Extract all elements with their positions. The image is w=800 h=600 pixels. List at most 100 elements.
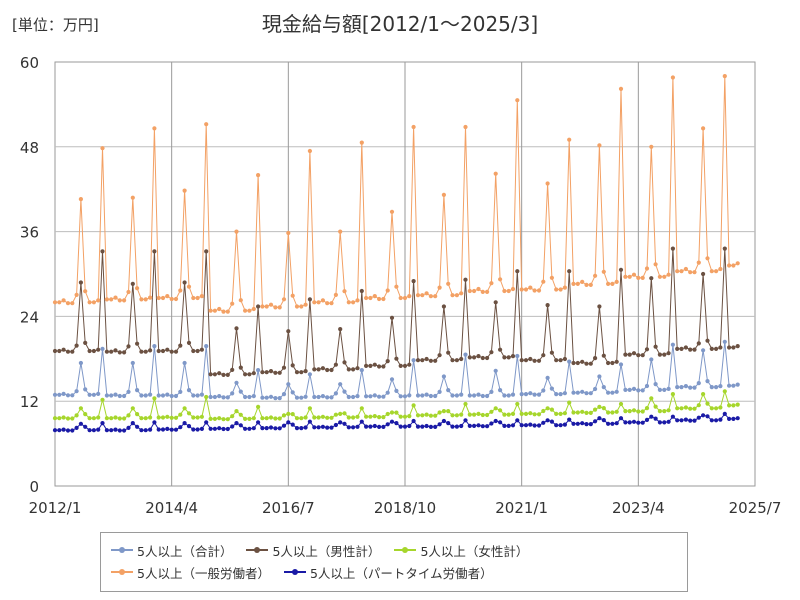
legend-marker [283,567,306,577]
data-point [182,406,187,411]
data-point [714,406,719,411]
data-point [485,424,490,429]
data-point [407,423,412,429]
data-point [234,409,239,414]
data-point [489,389,494,394]
data-point [636,388,641,393]
data-point [208,416,213,421]
data-point [467,393,472,398]
data-point [329,425,334,430]
data-point [338,420,343,425]
data-point [247,416,252,421]
data-point [156,393,161,398]
data-point [640,388,645,393]
data-point [385,390,390,395]
data-point [251,426,256,431]
data-point [446,421,451,426]
data-point [208,372,213,377]
data-point [299,416,304,421]
data-point [217,394,222,399]
data-point [433,393,438,399]
data-point [169,349,174,354]
data-point [506,355,511,360]
data-point [160,348,166,354]
data-point [727,263,732,268]
data-point [670,75,676,80]
data-point [286,329,291,334]
data-point [515,418,520,423]
data-point [727,345,732,350]
data-point [498,388,503,393]
data-point [575,410,580,415]
data-point [558,358,563,363]
data-point [264,426,269,431]
data-point [342,421,347,426]
data-point [139,297,144,302]
data-point [368,394,373,399]
data-point [117,298,122,303]
data-point [100,146,105,151]
data-point [260,426,265,431]
data-point [718,345,723,350]
data-point [74,292,79,297]
data-point [91,416,96,421]
data-point [463,277,468,282]
data-point [631,419,637,424]
data-point [532,423,537,428]
data-point [243,416,248,421]
data-point [290,422,295,427]
data-point [528,422,533,427]
data-point [359,368,364,373]
data-point [558,287,563,292]
data-point [355,394,360,399]
data-point [364,424,369,429]
data-point [286,411,291,416]
data-point [294,416,300,421]
data-point [415,413,421,418]
data-point [675,385,680,390]
data-point [264,416,269,421]
data-point [670,392,676,397]
data-point [420,358,425,363]
data-point [104,416,109,421]
data-point [191,295,196,301]
data-point [411,418,416,424]
data-point [536,288,542,293]
data-point [450,293,455,298]
data-point [273,426,278,431]
legend-item: 5人以上（女性計） [394,539,528,561]
data-point [688,418,693,423]
data-point [152,420,157,425]
data-point [377,415,382,420]
data-point [186,340,192,345]
data-point [83,340,88,345]
data-point [165,426,170,431]
data-point [355,424,360,429]
data-point [104,428,109,433]
data-point [614,359,619,364]
data-point [346,300,351,305]
data-point [342,411,347,416]
data-point [454,424,459,429]
data-point [130,406,135,411]
data-point [364,394,369,399]
data-point [355,298,360,303]
data-point [554,358,559,363]
data-point [204,420,209,425]
data-point [675,406,680,411]
data-point [722,339,727,344]
data-point [640,275,645,280]
data-point [597,404,602,409]
data-point [701,126,706,131]
data-point [441,192,446,197]
data-point [312,415,317,420]
data-point [381,364,386,369]
data-point [325,367,330,373]
data-point [186,284,192,289]
data-point [666,408,671,413]
data-point [126,389,131,394]
data-point [299,370,304,375]
data-point [705,256,710,261]
data-point [709,346,714,351]
data-point [588,391,593,396]
